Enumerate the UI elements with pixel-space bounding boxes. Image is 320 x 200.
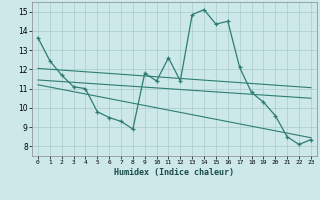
X-axis label: Humidex (Indice chaleur): Humidex (Indice chaleur) xyxy=(115,168,234,177)
